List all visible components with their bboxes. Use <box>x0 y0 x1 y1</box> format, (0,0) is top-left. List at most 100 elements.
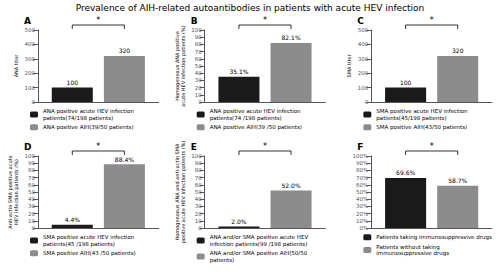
svg-text:0: 0 <box>198 225 202 231</box>
svg-text:100: 100 <box>25 85 36 91</box>
svg-text:90: 90 <box>195 34 202 40</box>
svg-text:400: 400 <box>25 41 36 47</box>
svg-text:100: 100 <box>67 79 79 86</box>
svg-text:4.4%: 4.4% <box>65 216 81 223</box>
svg-text:patients(74 /198 patients): patients(74 /198 patients) <box>210 115 282 122</box>
svg-text:40: 40 <box>28 196 35 202</box>
svg-text:400: 400 <box>358 41 369 47</box>
svg-text:100: 100 <box>191 153 202 159</box>
svg-text:52.0%: 52.0% <box>282 182 301 189</box>
svg-text:50: 50 <box>28 189 35 195</box>
svg-text:2.0%: 2.0% <box>231 218 247 225</box>
svg-text:100: 100 <box>358 85 369 91</box>
svg-text:70: 70 <box>195 49 202 55</box>
svg-text:100: 100 <box>25 153 36 159</box>
svg-text:50: 50 <box>195 189 202 195</box>
svg-text:80%: 80% <box>356 167 368 173</box>
svg-text:88.4%: 88.4% <box>115 156 134 163</box>
svg-text:40: 40 <box>195 196 202 202</box>
svg-text:100%: 100% <box>353 153 369 159</box>
svg-text:60%: 60% <box>356 182 368 188</box>
svg-text:90: 90 <box>28 160 35 166</box>
svg-text:80: 80 <box>28 167 35 173</box>
svg-text:90: 90 <box>195 160 202 166</box>
svg-text:70%: 70% <box>356 175 368 181</box>
svg-text:acute HEV infection patients (: acute HEV infection patients (%) <box>180 25 187 107</box>
svg-text:20%: 20% <box>356 211 368 217</box>
svg-text:*: * <box>96 142 100 151</box>
svg-text:50: 50 <box>195 63 202 69</box>
svg-text:60: 60 <box>28 182 35 188</box>
svg-text:40: 40 <box>195 70 202 76</box>
svg-text:ANA positive AIH(39/50 patient: ANA positive AIH(39/50 patients) <box>43 124 134 131</box>
svg-text:500: 500 <box>358 27 369 33</box>
svg-text:70: 70 <box>195 175 202 181</box>
svg-text:ANA titer: ANA titer <box>13 54 19 78</box>
svg-text:30%: 30% <box>356 203 368 209</box>
svg-text:patients(45 /198 patients): patients(45 /198 patients) <box>43 241 115 248</box>
svg-text:60: 60 <box>195 182 202 188</box>
svg-text:69.6%: 69.6% <box>396 169 415 176</box>
svg-text:0: 0 <box>32 225 36 231</box>
svg-text:70: 70 <box>28 175 35 181</box>
svg-text:80: 80 <box>195 167 202 173</box>
svg-text:58.7%: 58.7% <box>448 177 467 184</box>
svg-text:10: 10 <box>28 218 35 224</box>
svg-text:SMA titer: SMA titer <box>346 54 352 78</box>
svg-text:*: * <box>430 16 434 25</box>
svg-text:ANA positive AIH(39 /50 patien: ANA positive AIH(39 /50 patients) <box>210 124 302 131</box>
svg-text:*: * <box>263 142 267 151</box>
svg-text:20: 20 <box>28 211 35 217</box>
svg-text:80: 80 <box>195 41 202 47</box>
svg-text:300: 300 <box>25 56 36 62</box>
svg-text:30: 30 <box>28 203 35 209</box>
svg-text:*: * <box>263 16 267 25</box>
svg-text:82.1%: 82.1% <box>282 34 301 41</box>
svg-text:Patients taking immunosuppress: Patients taking immunosuppressive drugs <box>376 234 492 241</box>
svg-text:200: 200 <box>25 70 36 76</box>
svg-text:10: 10 <box>195 218 202 224</box>
svg-text:D: D <box>24 142 31 152</box>
svg-text:Prevalence of AIH-related auto: Prevalence of AIH-related autoantibodies… <box>76 3 425 13</box>
svg-text:E: E <box>191 142 197 152</box>
svg-text:immunosuppressive drugs: immunosuppressive drugs <box>376 250 449 257</box>
svg-text:100: 100 <box>400 79 412 86</box>
svg-text:10: 10 <box>195 92 202 98</box>
svg-text:320: 320 <box>119 47 131 54</box>
svg-text:320: 320 <box>452 47 464 54</box>
svg-text:20: 20 <box>195 85 202 91</box>
svg-text:40%: 40% <box>356 196 368 202</box>
svg-text:*: * <box>96 16 100 25</box>
svg-text:500: 500 <box>25 27 36 33</box>
svg-text:200: 200 <box>358 70 369 76</box>
svg-text:100: 100 <box>191 27 202 33</box>
svg-text:35.1%: 35.1% <box>229 68 248 75</box>
svg-text:SMA positive AIH(43 /50 patien: SMA positive AIH(43 /50 patients) <box>43 250 136 257</box>
svg-text:0%: 0% <box>360 225 369 231</box>
svg-text:30: 30 <box>195 203 202 209</box>
svg-text:positive acute HEV infection p: positive acute HEV infection patients (%… <box>180 141 187 244</box>
svg-text:HEV infection patients (%): HEV infection patients (%) <box>13 159 20 225</box>
svg-text:Homogeneous ANA and anti-actin: Homogeneous ANA and anti-actin SMA <box>173 143 180 241</box>
svg-text:F: F <box>357 142 363 152</box>
svg-text:0: 0 <box>32 99 36 105</box>
svg-text:30: 30 <box>195 77 202 83</box>
svg-text:infection patients(99 /198 pat: infection patients(99 /198 patients) <box>210 241 308 248</box>
svg-text:C: C <box>357 16 364 26</box>
svg-text:B: B <box>191 16 198 26</box>
svg-text:300: 300 <box>358 56 369 62</box>
svg-text:patients): patients) <box>210 257 235 264</box>
svg-text:10%: 10% <box>356 218 368 224</box>
svg-text:A: A <box>24 16 31 26</box>
svg-text:SMA positive AIH(43/50 patient: SMA positive AIH(43/50 patients) <box>376 124 467 131</box>
svg-text:Homogeneous ANA positive: Homogeneous ANA positive <box>173 31 180 101</box>
svg-text:*: * <box>430 142 434 151</box>
svg-text:20: 20 <box>195 211 202 217</box>
svg-text:0: 0 <box>198 99 202 105</box>
svg-text:patients(45/198 patients): patients(45/198 patients) <box>376 115 446 122</box>
svg-text:50%: 50% <box>356 189 368 195</box>
svg-text:60: 60 <box>195 56 202 62</box>
svg-text:90%: 90% <box>356 160 368 166</box>
svg-text:0: 0 <box>365 99 369 105</box>
svg-text:patients(74/198 patients): patients(74/198 patients) <box>43 115 113 122</box>
